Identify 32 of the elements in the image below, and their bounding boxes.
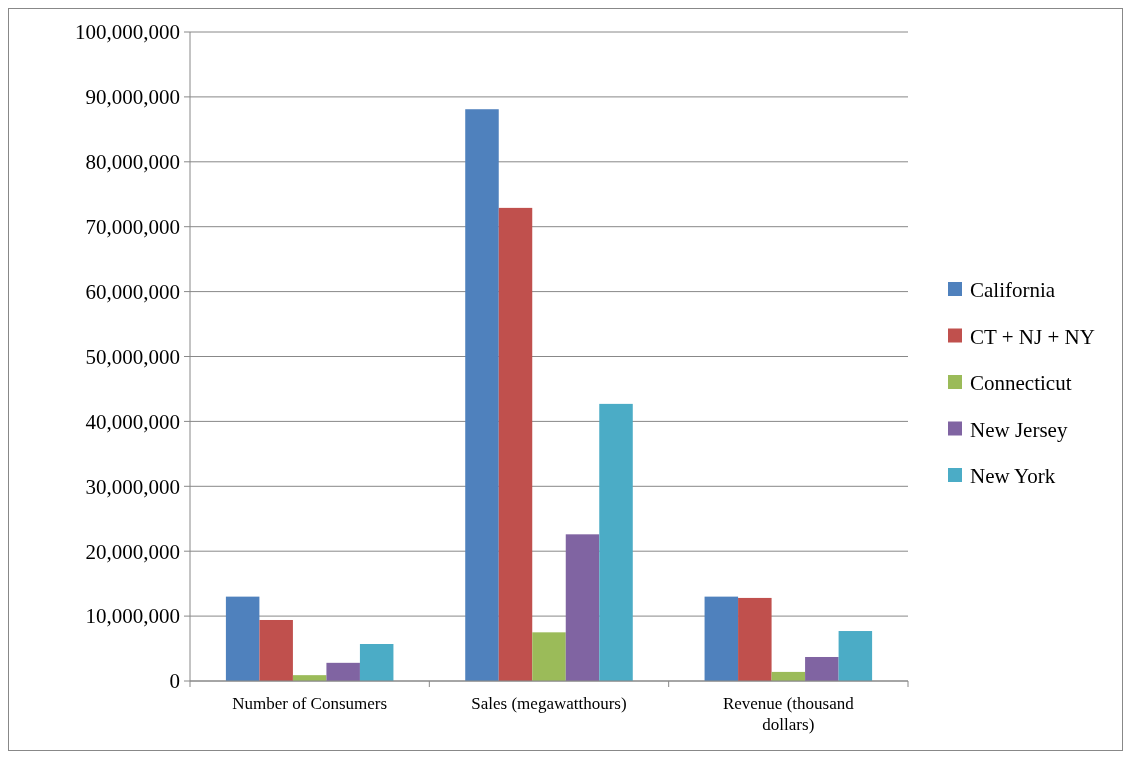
- y-tick-label: 30,000,000: [85, 474, 180, 499]
- bar: [259, 619, 293, 681]
- x-tick-label: Sales (megawatthours): [471, 694, 627, 713]
- bar: [326, 662, 360, 681]
- y-tick-label: 40,000,000: [85, 409, 180, 434]
- y-tick-label: 10,000,000: [85, 604, 180, 629]
- bar: [359, 644, 394, 681]
- bar: [225, 596, 260, 681]
- y-tick-label: 80,000,000: [85, 150, 180, 175]
- bar: [498, 207, 533, 681]
- bar: [838, 631, 873, 681]
- bar: [465, 109, 499, 681]
- x-tick-label: Revenue (thousand dollars): [722, 694, 855, 734]
- legend-label: California: [970, 278, 1056, 303]
- y-tick-label: 50,000,000: [85, 344, 180, 369]
- bar: [805, 656, 839, 681]
- bar: [532, 632, 566, 681]
- y-tick-label: 20,000,000: [85, 539, 180, 564]
- y-tick-label: 90,000,000: [85, 85, 180, 110]
- bar: [704, 596, 739, 681]
- y-tick-label: 100,000,000: [75, 20, 180, 45]
- bar: [565, 534, 600, 681]
- x-tick-label: Number of Consumers: [232, 694, 388, 713]
- y-tick-label: 60,000,000: [85, 279, 180, 304]
- legend-label: CT + NJ + NY: [970, 324, 1095, 349]
- legend-label: New York: [970, 464, 1056, 489]
- legend-label: New Jersey: [970, 417, 1068, 442]
- y-tick-label: 0: [169, 669, 180, 694]
- legend-label: Connecticut: [970, 371, 1072, 396]
- y-tick-label: 70,000,000: [85, 215, 180, 240]
- bar: [738, 597, 772, 681]
- bar: [599, 403, 633, 681]
